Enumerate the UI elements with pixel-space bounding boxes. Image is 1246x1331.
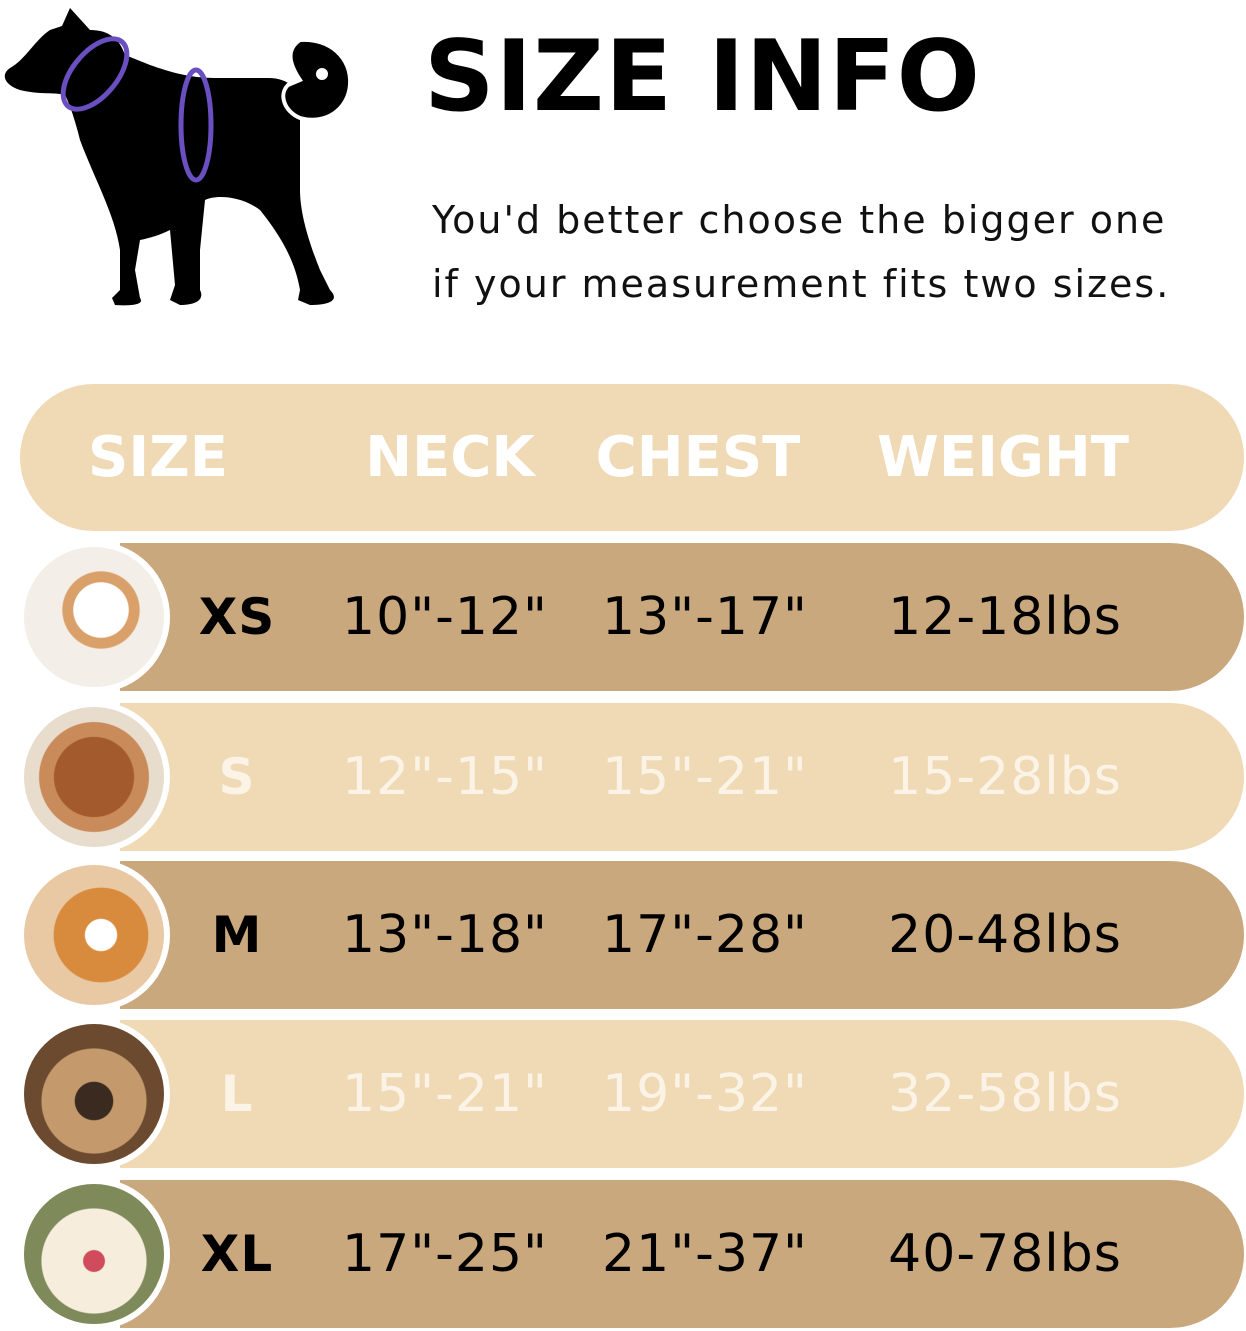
dog-measurement-icon xyxy=(4,8,353,306)
chest-value: 15"-21" xyxy=(602,747,808,807)
dog-photo-french-bulldog xyxy=(18,1018,170,1170)
size-row-xs: XS 10"-12" 13"-17" 12-18lbs xyxy=(0,541,1246,693)
size-row-xl: XL 17"-25" 21"-37" 40-78lbs xyxy=(0,1178,1246,1330)
row-bar xyxy=(120,1020,1244,1168)
size-label: L xyxy=(220,1065,254,1123)
neck-value: 13"-18" xyxy=(342,905,548,965)
header-neck: NECK xyxy=(365,425,535,490)
dog-photo-shiba-inu xyxy=(18,859,170,1011)
neck-value: 12"-15" xyxy=(342,747,548,807)
chest-value: 21"-37" xyxy=(602,1224,808,1284)
neck-value: 15"-21" xyxy=(342,1064,548,1124)
row-bar xyxy=(120,861,1244,1009)
weight-value: 15-28lbs xyxy=(888,747,1122,807)
size-row-l: L 15"-21" 19"-32" 32-58lbs xyxy=(0,1018,1246,1170)
dog-photo-labrador xyxy=(18,1178,170,1330)
size-label: XS xyxy=(198,588,276,646)
size-advice-line-1: You'd better choose the bigger one xyxy=(432,198,1167,242)
row-bar xyxy=(120,543,1244,691)
neck-value: 17"-25" xyxy=(342,1224,548,1284)
row-bar xyxy=(120,703,1244,851)
dog-photo-pomeranian xyxy=(18,541,170,693)
neck-value: 10"-12" xyxy=(342,587,548,647)
chest-value: 19"-32" xyxy=(602,1064,808,1124)
row-bar xyxy=(120,1180,1244,1328)
dog-photo-poodle xyxy=(18,701,170,853)
size-table-header: SIZE NECK CHEST WEIGHT xyxy=(20,384,1244,531)
chest-value: 13"-17" xyxy=(602,587,808,647)
size-row-s: S 12"-15" 15"-21" 15-28lbs xyxy=(0,701,1246,853)
size-label: S xyxy=(218,748,256,806)
size-label: M xyxy=(211,906,263,964)
header-weight: WEIGHT xyxy=(877,425,1129,490)
weight-value: 12-18lbs xyxy=(888,587,1122,647)
page-title: SIZE INFO xyxy=(424,20,981,134)
weight-value: 20-48lbs xyxy=(888,905,1122,965)
chest-value: 17"-28" xyxy=(602,905,808,965)
size-advice-line-2: if your measurement fits two sizes. xyxy=(432,262,1171,306)
header-chest: CHEST xyxy=(595,425,801,490)
header-size: SIZE xyxy=(87,425,229,490)
weight-value: 40-78lbs xyxy=(888,1224,1122,1284)
size-advice: You'd better choose the bigger one if yo… xyxy=(432,188,1232,316)
size-row-m: M 13"-18" 17"-28" 20-48lbs xyxy=(0,859,1246,1011)
size-label: XL xyxy=(200,1225,274,1283)
weight-value: 32-58lbs xyxy=(888,1064,1122,1124)
